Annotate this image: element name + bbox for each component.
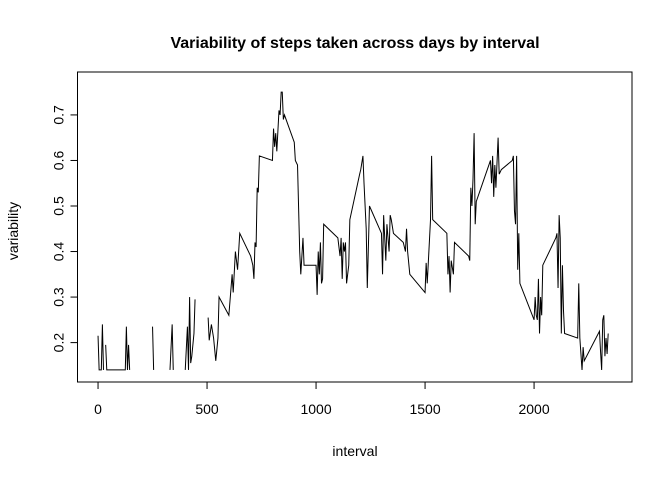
y-axis-label: variability	[5, 202, 21, 260]
x-tick-label: 1500	[409, 401, 440, 417]
y-tick-label: 0.6	[51, 151, 67, 171]
y-tick-label: 0.5	[51, 196, 67, 216]
data-line	[97, 91, 609, 371]
x-tick-label: 0	[94, 401, 102, 417]
x-tick-label: 2000	[518, 401, 549, 417]
y-tick-label: 0.7	[51, 105, 67, 125]
x-tick-label: 500	[195, 401, 219, 417]
x-axis-label: interval	[332, 443, 377, 459]
y-tick-label: 0.3	[51, 287, 67, 307]
y-tick-label: 0.2	[51, 333, 67, 353]
plot-box	[77, 71, 633, 383]
x-tick-label: 1000	[300, 401, 331, 417]
y-tick-label: 0.4	[51, 242, 67, 262]
chart-title: Variability of steps taken across days b…	[170, 35, 539, 52]
